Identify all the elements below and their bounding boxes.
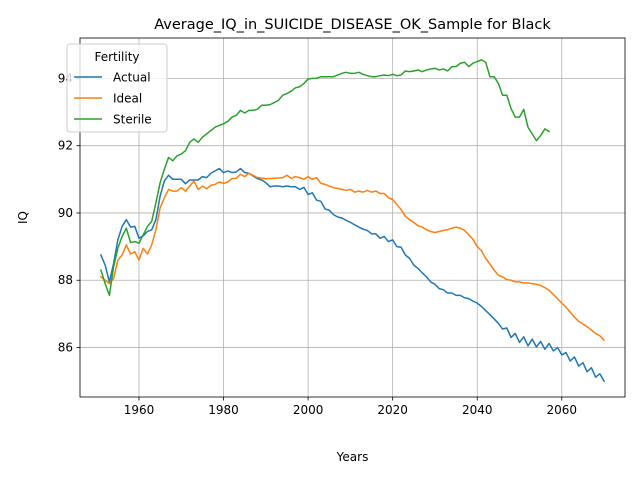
legend-label-ideal: Ideal xyxy=(113,92,142,106)
legend-title: Fertility xyxy=(94,50,139,64)
series-lines xyxy=(99,59,606,383)
x-axis-label: Years xyxy=(336,450,369,464)
y-axis-label: IQ xyxy=(16,211,30,224)
x-tick-label: 2000 xyxy=(293,403,324,417)
grid xyxy=(80,38,625,397)
legend-label-actual: Actual xyxy=(113,71,151,85)
legend: Fertility Actual Ideal Sterile xyxy=(66,43,168,133)
y-tick-label: 86 xyxy=(58,341,73,355)
x-tick-label: 2060 xyxy=(547,403,578,417)
x-tick-label: 1980 xyxy=(208,403,239,417)
y-tick-label: 92 xyxy=(58,139,73,153)
chart-title: Average_IQ_in_SUICIDE_DISEASE_OK_Sample … xyxy=(154,17,551,33)
legend-box xyxy=(66,43,168,133)
legend-entries: Actual Ideal Sterile xyxy=(74,71,152,127)
x-tick-label: 1960 xyxy=(124,403,155,417)
y-tick-label: 90 xyxy=(58,206,73,220)
y-tick-label: 88 xyxy=(58,273,73,287)
x-tick-label: 2020 xyxy=(377,403,408,417)
plot-frame xyxy=(79,37,626,398)
series-line-actual xyxy=(99,167,606,383)
legend-label-sterile: Sterile xyxy=(113,113,152,127)
series-line-ideal xyxy=(99,172,606,342)
series-line-sterile xyxy=(99,59,551,297)
x-tick-label: 2040 xyxy=(462,403,493,417)
